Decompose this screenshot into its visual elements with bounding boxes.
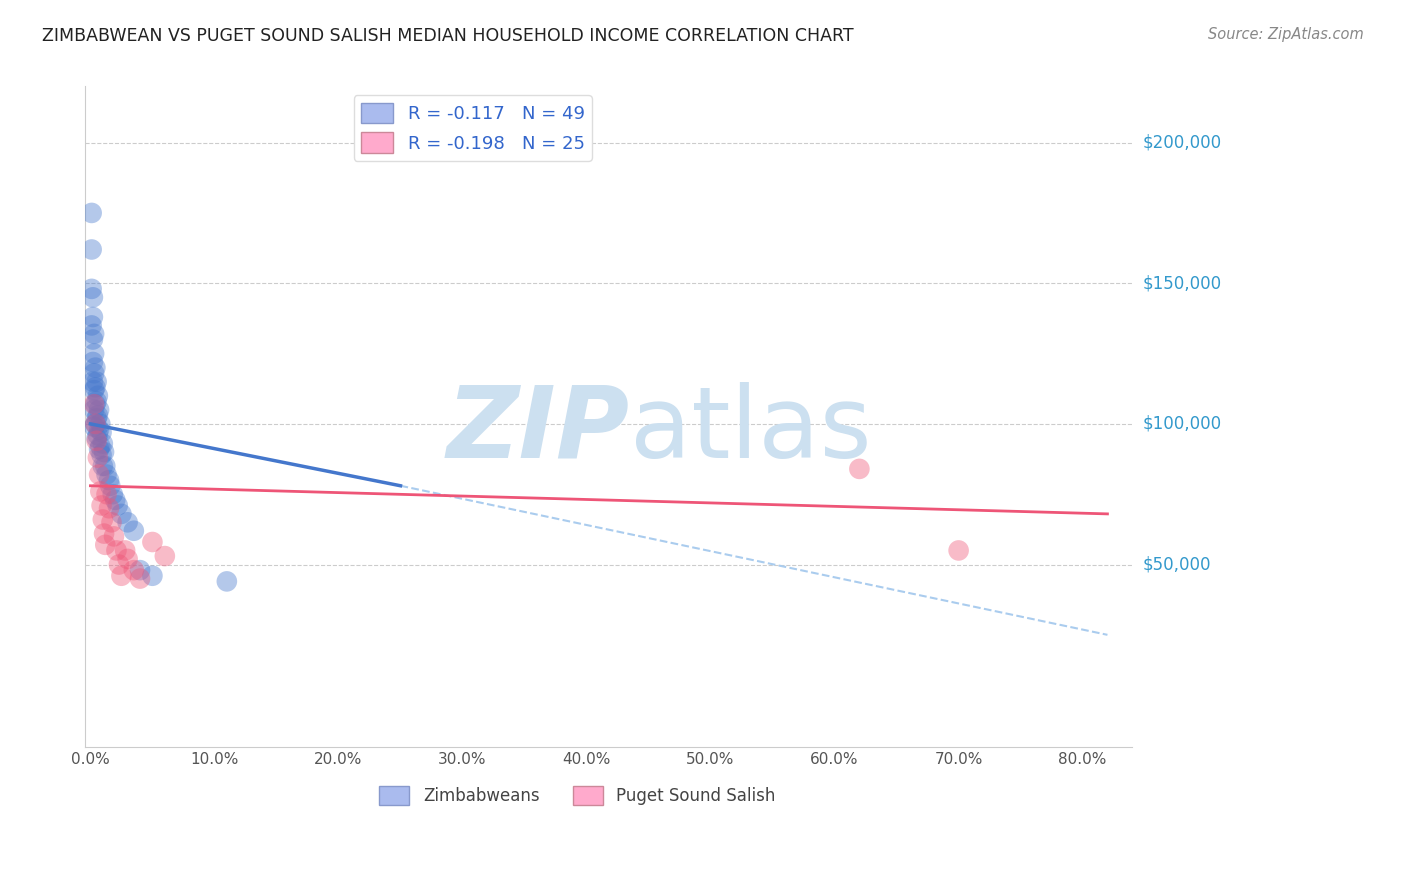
Point xyxy=(87,442,110,457)
Point xyxy=(86,411,108,425)
Point xyxy=(82,310,104,324)
Point xyxy=(141,568,163,582)
Point xyxy=(87,467,110,482)
Point xyxy=(84,360,107,375)
Point xyxy=(90,448,112,462)
Point xyxy=(83,346,105,360)
Point xyxy=(83,419,105,434)
Point xyxy=(87,428,110,442)
Point xyxy=(100,516,122,530)
Point xyxy=(82,333,104,347)
Point xyxy=(101,487,124,501)
Point xyxy=(87,450,110,465)
Point xyxy=(105,543,128,558)
Point xyxy=(122,524,145,538)
Point xyxy=(93,526,115,541)
Point xyxy=(91,459,114,474)
Point xyxy=(129,572,152,586)
Point xyxy=(94,538,117,552)
Point xyxy=(98,473,121,487)
Point xyxy=(141,535,163,549)
Legend: Zimbabweans, Puget Sound Salish: Zimbabweans, Puget Sound Salish xyxy=(373,779,782,812)
Point xyxy=(89,417,111,431)
Point xyxy=(110,507,132,521)
Point xyxy=(80,243,103,257)
Point xyxy=(103,529,125,543)
Point xyxy=(98,501,121,516)
Point xyxy=(110,568,132,582)
Point xyxy=(129,563,152,577)
Point xyxy=(96,487,118,501)
Point xyxy=(87,402,110,417)
Point xyxy=(90,499,112,513)
Point xyxy=(84,417,107,431)
Point xyxy=(82,355,104,369)
Text: atlas: atlas xyxy=(630,382,872,479)
Point xyxy=(215,574,238,589)
Point xyxy=(84,380,107,394)
Point xyxy=(93,445,115,459)
Point xyxy=(94,459,117,474)
Text: ZIMBABWEAN VS PUGET SOUND SALISH MEDIAN HOUSEHOLD INCOME CORRELATION CHART: ZIMBABWEAN VS PUGET SOUND SALISH MEDIAN … xyxy=(42,27,853,45)
Point xyxy=(82,375,104,389)
Text: $100,000: $100,000 xyxy=(1143,415,1222,433)
Point xyxy=(108,558,131,572)
Point xyxy=(90,425,112,440)
Point xyxy=(86,375,108,389)
Point xyxy=(89,439,111,453)
Text: $50,000: $50,000 xyxy=(1143,556,1211,574)
Point xyxy=(117,552,139,566)
Point xyxy=(117,516,139,530)
Point xyxy=(87,389,110,403)
Point xyxy=(91,436,114,450)
Text: ZIP: ZIP xyxy=(447,382,630,479)
Point xyxy=(948,543,970,558)
Point xyxy=(83,326,105,341)
Point xyxy=(83,383,105,397)
Point xyxy=(83,366,105,380)
Point xyxy=(98,479,121,493)
Point xyxy=(87,423,110,437)
Point xyxy=(107,499,129,513)
Point xyxy=(122,563,145,577)
Point xyxy=(80,282,103,296)
Point xyxy=(84,397,107,411)
Point xyxy=(80,206,103,220)
Point xyxy=(80,318,103,333)
Point xyxy=(86,394,108,409)
Point xyxy=(89,484,111,499)
Point xyxy=(87,409,110,423)
Point xyxy=(82,290,104,304)
Point xyxy=(83,402,105,417)
Point xyxy=(153,549,176,563)
Point xyxy=(84,417,107,431)
Point xyxy=(104,492,127,507)
Point xyxy=(86,431,108,445)
Point xyxy=(96,467,118,482)
Point xyxy=(114,543,136,558)
Point xyxy=(83,397,105,411)
Point xyxy=(848,462,870,476)
Point xyxy=(91,512,114,526)
Text: $200,000: $200,000 xyxy=(1143,134,1222,152)
Text: $150,000: $150,000 xyxy=(1143,274,1222,293)
Point xyxy=(86,434,108,448)
Text: Source: ZipAtlas.com: Source: ZipAtlas.com xyxy=(1208,27,1364,42)
